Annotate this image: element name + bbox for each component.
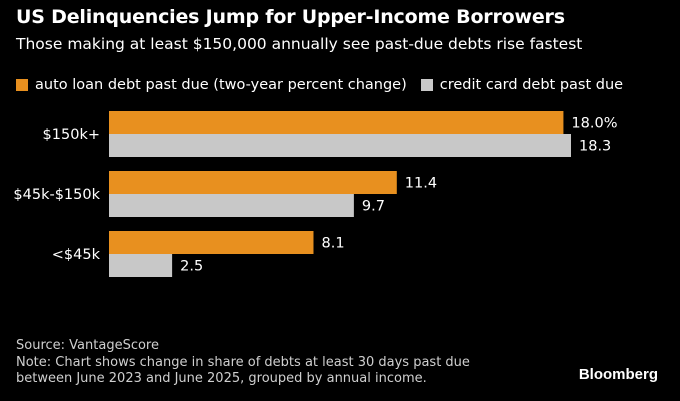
category-label: $150k+: [43, 127, 100, 143]
data-label: 8.1: [321, 236, 344, 252]
legend-swatch-auto: [16, 79, 28, 91]
chart-note-line-1: Note: Chart shows change in share of deb…: [16, 354, 470, 370]
data-label: 9.7: [362, 199, 385, 215]
source-note: Source: VantageScore: [16, 338, 159, 353]
bar-credit-card: [109, 134, 571, 157]
chart-title: US Delinquencies Jump for Upper-Income B…: [16, 6, 565, 28]
bar-credit-card: [109, 254, 173, 277]
chart-note-line-2: between June 2023 and June 2025, grouped…: [16, 371, 427, 386]
legend-item-credit: credit card debt past due: [420, 77, 624, 93]
category-label: <$45k: [52, 247, 101, 263]
bar-auto-loan: [109, 231, 314, 254]
data-label: 18.0%: [571, 116, 617, 132]
bar-auto-loan: [109, 111, 564, 134]
bar-credit-card: [109, 194, 354, 217]
footer: Source: VantageScore Note: Chart shows c…: [16, 338, 470, 388]
legend-label-auto: auto loan debt past due (two-year percen…: [35, 77, 407, 93]
data-label: 11.4: [405, 176, 437, 192]
legend-swatch-credit: [420, 79, 433, 91]
category-label: $45k-$150k: [13, 187, 100, 203]
data-label: 18.3: [579, 139, 611, 155]
legend-label-credit: credit card debt past due: [439, 77, 624, 93]
chart-subtitle: Those making at least $150,000 annually …: [16, 35, 583, 53]
bar-auto-loan: [109, 171, 397, 194]
data-label: 2.5: [180, 259, 203, 275]
legend-item-auto: auto loan debt past due (two-year percen…: [16, 77, 407, 93]
legend: auto loan debt past due (two-year percen…: [16, 77, 637, 93]
bloomberg-logo: Bloomberg: [578, 366, 658, 383]
